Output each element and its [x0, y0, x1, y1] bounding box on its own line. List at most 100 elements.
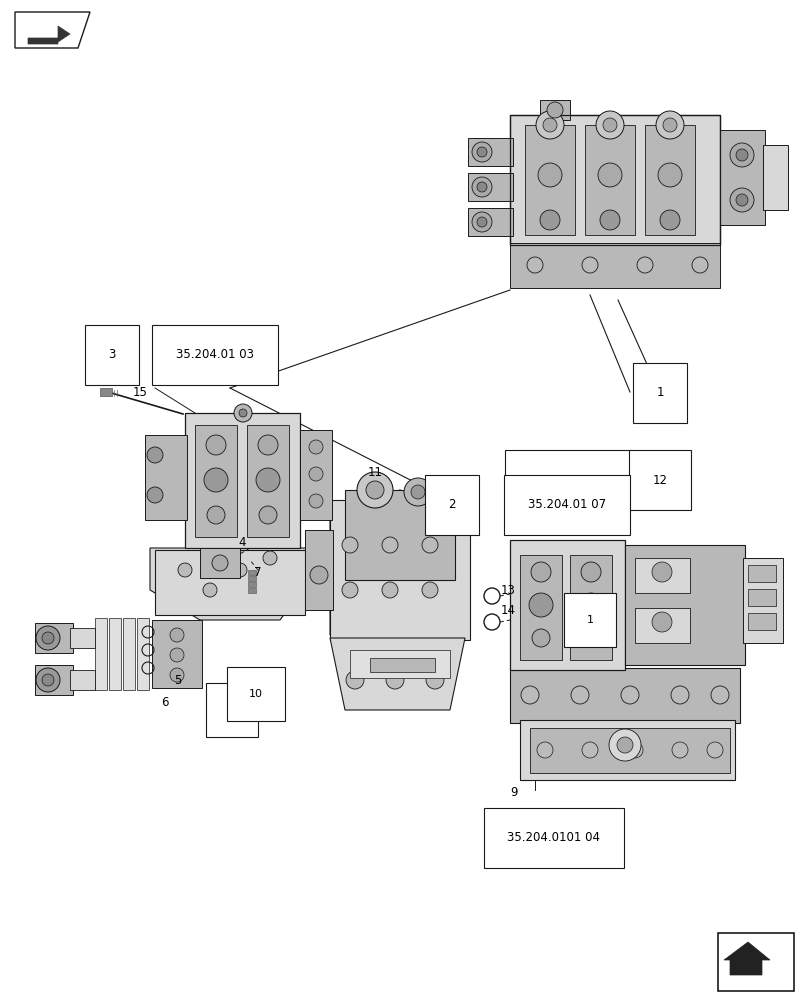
Bar	[70, 628, 95, 648]
Bar	[509, 668, 739, 723]
Circle shape	[169, 648, 184, 662]
Circle shape	[735, 149, 747, 161]
Circle shape	[476, 182, 487, 192]
Text: 14: 14	[500, 603, 515, 616]
Circle shape	[581, 562, 600, 582]
Polygon shape	[28, 26, 70, 44]
Bar	[155, 550, 305, 615]
Text: 2: 2	[448, 498, 455, 512]
Circle shape	[659, 210, 679, 230]
Circle shape	[238, 409, 247, 417]
Circle shape	[729, 143, 753, 167]
Bar	[122, 618, 135, 690]
Text: 8: 8	[228, 705, 235, 715]
Circle shape	[42, 674, 54, 686]
Circle shape	[651, 612, 672, 632]
Circle shape	[381, 537, 397, 553]
Bar	[467, 138, 513, 166]
Bar	[509, 115, 719, 245]
Circle shape	[263, 551, 277, 565]
Bar	[509, 115, 719, 245]
Bar	[200, 548, 240, 578]
Text: 1: 1	[655, 386, 663, 399]
Bar	[145, 435, 187, 520]
Bar	[100, 388, 112, 396]
Bar	[584, 125, 634, 235]
Text: 3: 3	[108, 349, 115, 361]
Circle shape	[169, 668, 184, 682]
Circle shape	[547, 102, 562, 118]
Circle shape	[599, 210, 620, 230]
Circle shape	[735, 194, 747, 206]
Circle shape	[706, 742, 722, 758]
Circle shape	[258, 435, 277, 455]
Circle shape	[381, 582, 397, 598]
Circle shape	[206, 435, 225, 455]
Bar	[742, 558, 782, 643]
Text: 10: 10	[249, 689, 263, 699]
Bar	[247, 582, 255, 587]
Circle shape	[608, 729, 640, 761]
Bar	[350, 650, 449, 678]
Circle shape	[42, 632, 54, 644]
Bar	[70, 670, 95, 690]
Bar	[152, 620, 202, 688]
Circle shape	[528, 593, 552, 617]
Bar	[185, 413, 299, 548]
Circle shape	[426, 671, 444, 689]
Text: 6: 6	[161, 696, 169, 710]
Bar	[644, 125, 694, 235]
Bar	[569, 555, 611, 660]
Bar	[467, 173, 513, 201]
Bar	[762, 145, 787, 210]
Bar	[329, 500, 470, 640]
Polygon shape	[329, 490, 470, 635]
Bar	[519, 555, 561, 660]
Circle shape	[422, 537, 437, 553]
Text: 11: 11	[367, 466, 382, 479]
Circle shape	[476, 147, 487, 157]
Bar	[467, 208, 513, 236]
Circle shape	[357, 472, 393, 508]
Circle shape	[538, 163, 561, 187]
Bar	[747, 565, 775, 582]
Text: 13: 13	[500, 584, 515, 596]
Bar	[345, 490, 454, 580]
Circle shape	[476, 217, 487, 227]
Bar	[137, 618, 148, 690]
Bar	[247, 570, 255, 575]
Bar	[305, 530, 333, 610]
Circle shape	[204, 468, 228, 492]
Bar	[109, 618, 121, 690]
Circle shape	[36, 668, 60, 692]
Circle shape	[578, 593, 603, 617]
Bar	[747, 589, 775, 606]
Bar	[370, 658, 435, 672]
Bar	[624, 545, 744, 665]
Circle shape	[178, 563, 191, 577]
Bar	[634, 608, 689, 643]
Circle shape	[404, 478, 431, 506]
Circle shape	[255, 468, 280, 492]
Circle shape	[169, 628, 184, 642]
Circle shape	[651, 562, 672, 582]
Circle shape	[521, 686, 539, 704]
Circle shape	[345, 671, 363, 689]
Circle shape	[147, 487, 163, 503]
Text: 35.204.01 07: 35.204.01 07	[527, 498, 605, 512]
Circle shape	[531, 629, 549, 647]
Circle shape	[471, 212, 491, 232]
Circle shape	[636, 257, 652, 273]
Text: 15: 15	[132, 385, 148, 398]
Circle shape	[366, 481, 384, 499]
Bar	[247, 576, 255, 581]
Circle shape	[620, 686, 638, 704]
Text: 5: 5	[174, 674, 182, 686]
Text: 4: 4	[238, 536, 246, 550]
Bar	[530, 728, 729, 773]
Circle shape	[410, 485, 424, 499]
Circle shape	[471, 177, 491, 197]
Bar	[717, 933, 793, 991]
Bar	[247, 588, 255, 593]
Bar	[525, 125, 574, 235]
